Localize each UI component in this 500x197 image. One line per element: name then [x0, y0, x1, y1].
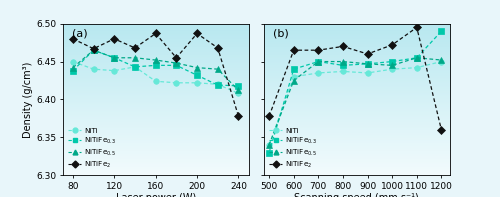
Legend: NiTi, NiTiFe$_{0.3}$, NiTiFe$_{0.5}$, NiTiFe$_{2}$: NiTi, NiTiFe$_{0.3}$, NiTiFe$_{0.5}$, Ni…	[66, 125, 118, 172]
X-axis label: Scanning speed (mm s⁻¹): Scanning speed (mm s⁻¹)	[294, 193, 419, 197]
X-axis label: Laser power (W): Laser power (W)	[116, 193, 196, 197]
Legend: NiTi, NiTiFe$_{0.3}$, NiTiFe$_{0.5}$, NiTiFe$_{2}$: NiTi, NiTiFe$_{0.3}$, NiTiFe$_{0.5}$, Ni…	[268, 125, 320, 172]
Text: (b): (b)	[273, 28, 289, 38]
Text: (a): (a)	[72, 28, 88, 38]
Y-axis label: Density (g/cm³): Density (g/cm³)	[24, 61, 34, 138]
